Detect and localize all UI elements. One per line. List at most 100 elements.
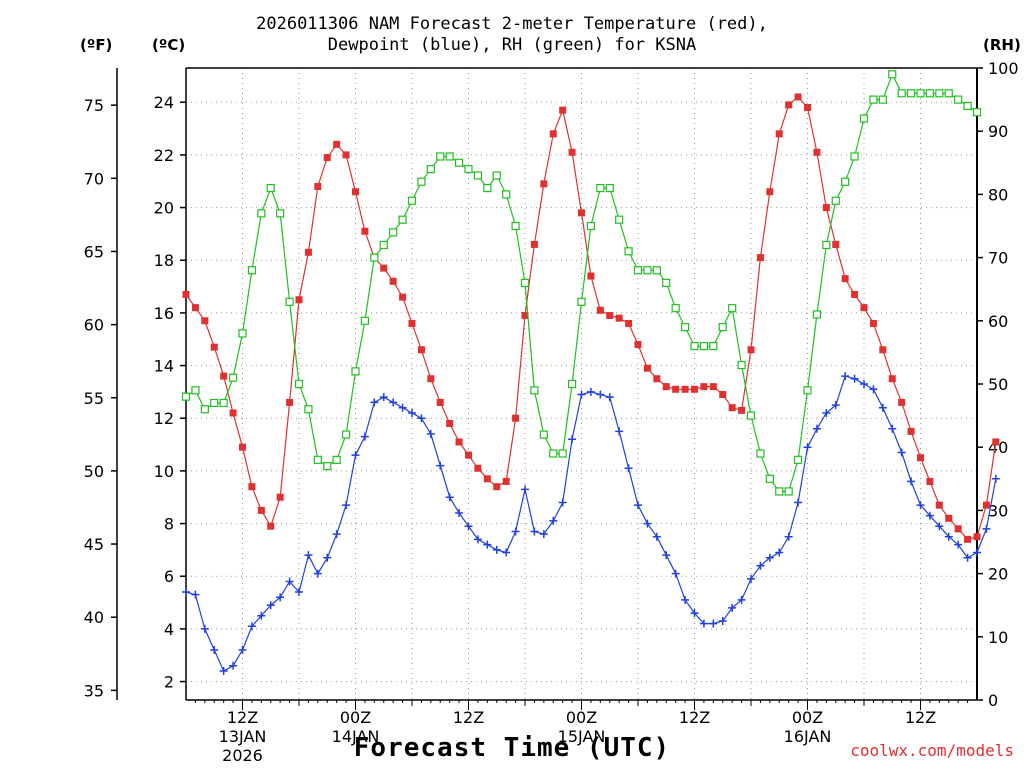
fahrenheit-tick-label: 40 — [84, 608, 104, 627]
temperature-point — [738, 406, 746, 414]
dewpoint-point — [502, 548, 511, 557]
dewpoint-point — [229, 661, 238, 670]
celsius-tick-label: 4 — [164, 620, 174, 639]
dewpoint-point — [257, 611, 266, 620]
celsius-tick-label: 22 — [154, 146, 174, 165]
dewpoint-point — [530, 527, 539, 536]
rh-point — [398, 215, 407, 224]
dewpoint-point — [247, 622, 256, 631]
date-tick-label: 13JAN — [219, 727, 267, 746]
temperature-point — [220, 372, 228, 380]
temperature-point — [314, 183, 322, 190]
dewpoint-point — [897, 448, 906, 457]
rh-point — [502, 190, 511, 199]
rh-point — [228, 373, 238, 382]
dewpoint-point — [878, 403, 887, 412]
rh-point — [294, 379, 304, 389]
time-tick-label: 12Z — [679, 708, 710, 727]
dewpoint-point — [313, 569, 322, 578]
temperature-point — [860, 304, 868, 312]
dewpoint-point — [831, 401, 840, 410]
dewpoint-point — [182, 588, 190, 597]
temperature-point — [295, 296, 303, 304]
rh-point — [784, 487, 793, 496]
rh-tick-label: 20 — [988, 565, 1008, 584]
dewpoint-point — [473, 535, 482, 544]
rh-point — [954, 95, 963, 104]
celsius-tick-label: 24 — [154, 93, 174, 112]
rh-tick-label: 30 — [988, 501, 1008, 520]
dewpoint-point — [492, 545, 501, 554]
rh-point — [680, 323, 690, 332]
temperature-point — [719, 391, 727, 399]
temperature-point — [342, 151, 350, 159]
temperature-point — [672, 385, 680, 393]
rh-point — [822, 240, 831, 250]
temperature-point — [483, 475, 491, 483]
temperature-point — [691, 385, 698, 393]
rh-point — [464, 165, 473, 174]
temperature-point — [210, 343, 218, 351]
fahrenheit-tick-label: 55 — [84, 389, 104, 408]
rh-tick-label: 90 — [988, 122, 1008, 141]
temperature-point — [549, 130, 557, 138]
source-credit[interactable]: coolwx.com/models — [850, 741, 1014, 760]
dewpoint-point — [963, 553, 972, 562]
temperature-point — [615, 314, 623, 322]
rh-point — [351, 367, 360, 376]
dewpoint-point — [991, 474, 1000, 483]
celsius-tick-label: 16 — [154, 304, 174, 323]
date-tick-label: 15JAN — [558, 727, 606, 746]
rh-series — [181, 70, 982, 496]
dewpoint-point — [219, 667, 228, 676]
rh-point — [511, 221, 520, 231]
dewpoint-point — [408, 408, 416, 417]
rh-point — [454, 158, 464, 167]
dewpoint-point — [238, 645, 247, 654]
temperature-point — [954, 525, 962, 533]
dewpoint-point — [266, 601, 275, 610]
dewpoint-point — [850, 374, 859, 383]
dewpoint-point — [718, 617, 727, 625]
temperature-point — [992, 438, 1000, 446]
fahrenheit-tick-label: 45 — [84, 535, 104, 554]
rh-point — [841, 177, 850, 186]
celsius-tick-label: 10 — [154, 462, 174, 481]
chart-title-line1: 2026011306 NAM Forecast 2-meter Temperat… — [256, 14, 768, 34]
rh-point — [878, 95, 887, 104]
temperature-point — [333, 140, 341, 148]
rh-point — [417, 177, 426, 186]
rh-point — [436, 152, 445, 161]
celsius-axis-label: (ºC) — [152, 36, 186, 54]
temperature-point — [973, 533, 981, 541]
rh-point — [803, 386, 812, 395]
temperature-point — [257, 506, 265, 514]
dewpoint-point — [455, 509, 464, 518]
temperature-point — [493, 483, 501, 491]
temperature-line — [185, 96, 997, 541]
temperature-point — [907, 427, 915, 435]
rh-point — [389, 228, 398, 237]
dewpoint-point — [558, 498, 567, 507]
time-tick-label: 12Z — [453, 708, 484, 727]
dewpoint-point — [681, 595, 690, 604]
temperature-point — [917, 454, 924, 462]
celsius-tick-label: 18 — [154, 251, 174, 270]
rh-point — [850, 152, 859, 161]
rh-point — [567, 379, 577, 389]
temperature-point — [521, 312, 529, 320]
dewpoint-point — [549, 516, 558, 525]
temperature-point — [935, 501, 943, 509]
rh-point — [285, 297, 294, 306]
dewpoint-point — [784, 532, 793, 541]
rh-point — [558, 449, 567, 458]
temperature-point — [879, 346, 887, 354]
fahrenheit-tick-label: 60 — [84, 316, 104, 335]
rh-point — [633, 266, 643, 275]
rh-point — [728, 304, 737, 313]
dewpoint-point — [690, 609, 699, 618]
rh-point — [379, 240, 388, 250]
temperature-point — [596, 306, 604, 314]
temperature-point — [766, 188, 774, 196]
rh-point — [737, 360, 746, 370]
